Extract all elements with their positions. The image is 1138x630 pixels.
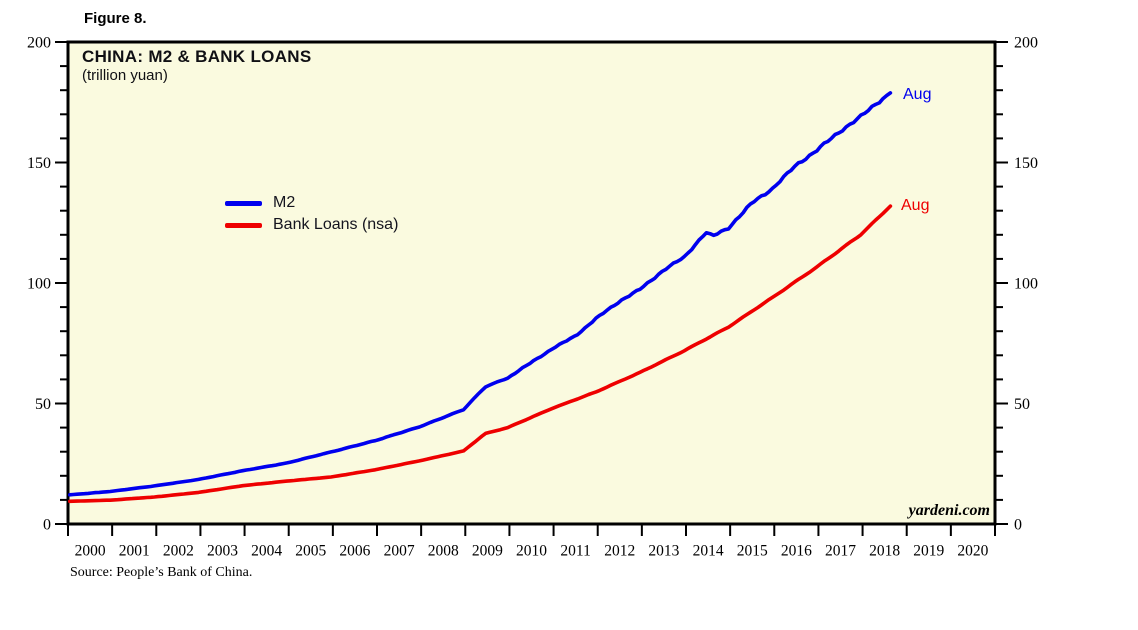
legend-item-bank-loans: Bank Loans (nsa) <box>225 214 398 236</box>
y-axis-label-right: 0 <box>1014 517 1022 534</box>
legend: M2 Bank Loans (nsa) <box>225 192 398 236</box>
y-axis-label-left: 0 <box>43 517 51 534</box>
legend-item-m2: M2 <box>225 192 398 214</box>
x-axis-year-label: 2015 <box>737 542 768 559</box>
y-axis-label-right: 150 <box>1014 155 1038 172</box>
x-axis-year-label: 2003 <box>207 542 238 559</box>
series-line-bank-loans <box>68 204 893 504</box>
yardeni-watermark: yardeni.com <box>908 502 990 519</box>
plot-frame <box>66 40 997 526</box>
x-axis-year-label: 2008 <box>428 542 459 559</box>
x-axis-year-label: 2016 <box>781 542 812 559</box>
x-axis-year-label: 2006 <box>339 542 370 559</box>
x-axis-year-label: 2012 <box>604 542 635 559</box>
x-axis-year-label: 2017 <box>825 542 856 559</box>
x-axis-year-label: 2013 <box>648 542 679 559</box>
chart-subtitle: (trillion yuan) <box>82 67 168 84</box>
x-axis-year-label: 2001 <box>119 542 150 559</box>
x-axis-year-label: 2002 <box>163 542 194 559</box>
y-axis-label-left: 200 <box>27 35 51 52</box>
y-axis-label-left: 150 <box>27 155 51 172</box>
x-axis-year-label: 2011 <box>560 542 590 559</box>
y-axis-label-right: 100 <box>1014 276 1038 293</box>
x-axis-year-label: 2005 <box>295 542 326 559</box>
chart-title: CHINA: M2 & BANK LOANS <box>82 47 312 66</box>
x-axis-year-label: 2007 <box>384 542 415 559</box>
x-axis-year-label: 2019 <box>913 542 944 559</box>
legend-label-bank-loans: Bank Loans (nsa) <box>273 216 399 233</box>
m2-line-swatch <box>225 200 262 206</box>
x-axis-year-label: 2018 <box>869 542 900 559</box>
bank-loans-end-point-label: Aug <box>901 197 930 214</box>
x-axis-year-label: 2004 <box>251 542 282 559</box>
m2-end-point-label: Aug <box>903 86 932 103</box>
bank-loans-line-swatch <box>225 222 262 228</box>
y-axis-label-left: 100 <box>27 276 51 293</box>
series-line-m2 <box>68 91 893 497</box>
y-axis-label-left: 50 <box>35 396 51 413</box>
x-axis-year-label: 2014 <box>693 542 724 559</box>
x-axis-year-label: 2010 <box>516 542 547 559</box>
figure-label: Figure 8. <box>84 10 147 27</box>
y-axis-label-right: 200 <box>1014 35 1038 52</box>
source-note: Source: People’s Bank of China. <box>70 565 253 580</box>
x-axis-year-label: 2000 <box>75 542 106 559</box>
x-axis-year-label: 2020 <box>957 542 988 559</box>
x-axis-year-label: 2009 <box>472 542 503 559</box>
y-axis-label-right: 50 <box>1014 396 1030 413</box>
legend-label-m2: M2 <box>273 194 296 211</box>
